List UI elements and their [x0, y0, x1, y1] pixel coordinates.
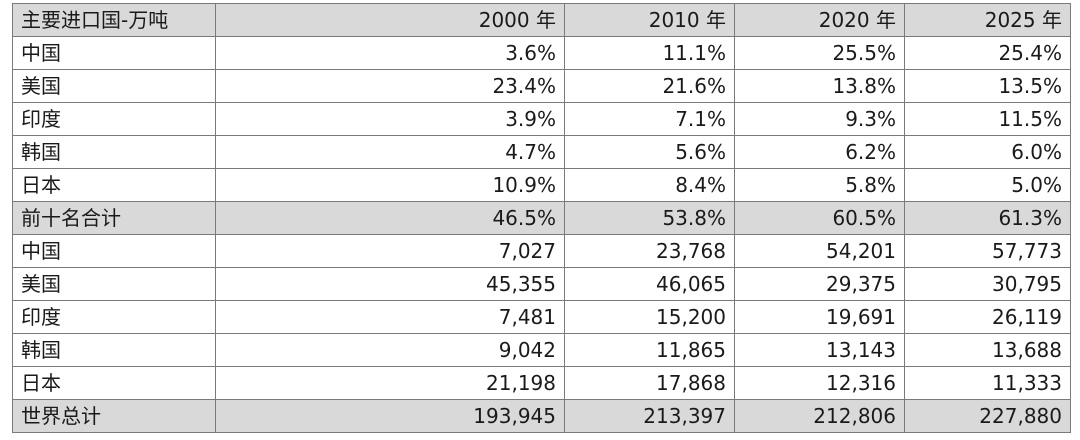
cell-value: 12,316	[734, 366, 905, 400]
header-year-2000: 2000 年	[215, 3, 565, 37]
cell-value: 61.3%	[904, 201, 1071, 235]
cell-value: 53.8%	[564, 201, 735, 235]
import-data-table: 主要进口国-万吨 2000 年 2010 年 2020 年 2025 年 中国 3…	[12, 3, 1071, 433]
cell-value: 212,806	[734, 399, 905, 433]
cell-value: 19,691	[734, 300, 905, 334]
cell-value: 45,355	[215, 267, 565, 301]
cell-value: 29,375	[734, 267, 905, 301]
row-label: 印度	[12, 102, 216, 136]
cell-value: 21,198	[215, 366, 565, 400]
cell-value: 11,865	[564, 333, 735, 367]
table-row: 中国 3.6% 11.1% 25.5% 25.4%	[12, 36, 1071, 70]
cell-value: 30,795	[904, 267, 1071, 301]
cell-value: 10.9%	[215, 168, 565, 202]
summary-row: 世界总计 193,945 213,397 212,806 227,880	[12, 399, 1071, 433]
cell-value: 23,768	[564, 234, 735, 268]
cell-value: 6.2%	[734, 135, 905, 169]
cell-value: 25.4%	[904, 36, 1071, 70]
table-row: 印度 3.9% 7.1% 9.3% 11.5%	[12, 102, 1071, 136]
cell-value: 193,945	[215, 399, 565, 433]
cell-value: 17,868	[564, 366, 735, 400]
row-label: 世界总计	[12, 399, 216, 433]
row-label: 印度	[12, 300, 216, 334]
table-row: 中国 7,027 23,768 54,201 57,773	[12, 234, 1071, 268]
table-row: 印度 7,481 15,200 19,691 26,119	[12, 300, 1071, 334]
cell-value: 9.3%	[734, 102, 905, 136]
cell-value: 13.5%	[904, 69, 1071, 103]
table-header: 主要进口国-万吨 2000 年 2010 年 2020 年 2025 年	[12, 3, 1071, 37]
row-label: 前十名合计	[12, 201, 216, 235]
table-row: 日本 10.9% 8.4% 5.8% 5.0%	[12, 168, 1071, 202]
cell-value: 7.1%	[564, 102, 735, 136]
cell-value: 46,065	[564, 267, 735, 301]
cell-value: 5.6%	[564, 135, 735, 169]
cell-value: 13,143	[734, 333, 905, 367]
table-row: 美国 45,355 46,065 29,375 30,795	[12, 267, 1071, 301]
table-row: 韩国 4.7% 5.6% 6.2% 6.0%	[12, 135, 1071, 169]
row-label: 韩国	[12, 333, 216, 367]
row-label: 美国	[12, 267, 216, 301]
table-row: 韩国 9,042 11,865 13,143 13,688	[12, 333, 1071, 367]
table-row: 日本 21,198 17,868 12,316 11,333	[12, 366, 1071, 400]
cell-value: 26,119	[904, 300, 1071, 334]
cell-value: 3.6%	[215, 36, 565, 70]
cell-value: 11.1%	[564, 36, 735, 70]
header-year-2025: 2025 年	[904, 3, 1071, 37]
cell-value: 7,027	[215, 234, 565, 268]
cell-value: 227,880	[904, 399, 1071, 433]
cell-value: 5.0%	[904, 168, 1071, 202]
table-row: 美国 23.4% 21.6% 13.8% 13.5%	[12, 69, 1071, 103]
header-year-2020: 2020 年	[734, 3, 905, 37]
cell-value: 46.5%	[215, 201, 565, 235]
cell-value: 25.5%	[734, 36, 905, 70]
header-row: 主要进口国-万吨 2000 年 2010 年 2020 年 2025 年	[12, 3, 1071, 37]
header-year-2010: 2010 年	[564, 3, 735, 37]
cell-value: 13,688	[904, 333, 1071, 367]
cell-value: 6.0%	[904, 135, 1071, 169]
cell-value: 3.9%	[215, 102, 565, 136]
cell-value: 4.7%	[215, 135, 565, 169]
cell-value: 13.8%	[734, 69, 905, 103]
cell-value: 213,397	[564, 399, 735, 433]
cell-value: 60.5%	[734, 201, 905, 235]
row-label: 中国	[12, 36, 216, 70]
row-label: 日本	[12, 168, 216, 202]
header-country: 主要进口国-万吨	[12, 3, 216, 37]
cell-value: 54,201	[734, 234, 905, 268]
cell-value: 8.4%	[564, 168, 735, 202]
row-label: 日本	[12, 366, 216, 400]
row-label: 美国	[12, 69, 216, 103]
cell-value: 21.6%	[564, 69, 735, 103]
row-label: 中国	[12, 234, 216, 268]
data-table-container: 主要进口国-万吨 2000 年 2010 年 2020 年 2025 年 中国 3…	[12, 3, 1071, 433]
cell-value: 57,773	[904, 234, 1071, 268]
cell-value: 7,481	[215, 300, 565, 334]
summary-row: 前十名合计 46.5% 53.8% 60.5% 61.3%	[12, 201, 1071, 235]
cell-value: 23.4%	[215, 69, 565, 103]
row-label: 韩国	[12, 135, 216, 169]
cell-value: 9,042	[215, 333, 565, 367]
cell-value: 15,200	[564, 300, 735, 334]
table-body: 中国 3.6% 11.1% 25.5% 25.4% 美国 23.4% 21.6% 13.8% 13…	[12, 36, 1071, 433]
cell-value: 11,333	[904, 366, 1071, 400]
cell-value: 11.5%	[904, 102, 1071, 136]
cell-value: 5.8%	[734, 168, 905, 202]
